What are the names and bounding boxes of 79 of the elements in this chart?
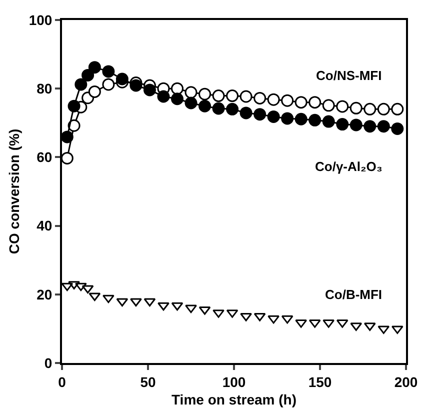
point <box>88 85 101 98</box>
point <box>212 310 224 318</box>
point <box>364 120 376 133</box>
point <box>391 102 404 116</box>
point <box>240 90 252 103</box>
point <box>143 84 156 96</box>
point <box>226 90 239 102</box>
point <box>60 130 74 144</box>
point <box>336 118 349 131</box>
x-tick-label: 200 <box>394 374 418 390</box>
point <box>377 120 390 133</box>
point <box>294 112 308 126</box>
x-axis-title: Time on stream (h) <box>172 392 296 408</box>
point <box>336 100 349 113</box>
point <box>240 313 252 322</box>
x-tick-label: 100 <box>222 374 246 390</box>
point <box>74 78 88 91</box>
point <box>364 102 376 116</box>
point <box>158 302 170 311</box>
point <box>88 61 101 74</box>
point <box>157 90 170 103</box>
point <box>116 72 128 86</box>
point <box>377 102 390 116</box>
point <box>60 152 74 164</box>
point <box>68 100 80 112</box>
point <box>88 292 101 302</box>
y-tick-label: 0 <box>44 354 52 371</box>
text: Co/γ-Al₂O₃ <box>315 159 382 174</box>
point <box>281 112 294 125</box>
point <box>212 90 225 102</box>
point <box>185 304 197 314</box>
x-tick-label: 150 <box>308 374 332 390</box>
point <box>254 92 266 104</box>
point <box>281 315 294 324</box>
point <box>308 114 322 126</box>
point <box>102 294 114 304</box>
point <box>294 96 308 109</box>
series-label: Co/B-MFI <box>325 287 382 302</box>
y-axis-title: CO conversion (%) <box>6 128 22 254</box>
point <box>267 93 280 106</box>
point <box>240 106 252 120</box>
point <box>68 281 80 290</box>
point <box>308 96 322 109</box>
y-tick-label: 60 <box>36 149 52 166</box>
point <box>391 122 404 135</box>
point <box>350 118 362 132</box>
x-tick-label: 50 <box>140 374 156 390</box>
x-tick-label: 0 <box>58 374 66 390</box>
point <box>184 86 198 99</box>
point <box>170 92 184 106</box>
y-tick-label: 100 <box>28 12 52 28</box>
point <box>102 78 115 91</box>
point <box>116 298 128 307</box>
point <box>198 100 212 112</box>
point <box>268 315 280 324</box>
point <box>198 306 211 315</box>
point <box>226 102 239 116</box>
point <box>322 99 335 112</box>
point <box>184 96 198 110</box>
point <box>171 302 184 311</box>
series-label: Co/NS-MFI <box>316 68 382 83</box>
point <box>322 115 335 128</box>
point <box>267 110 280 123</box>
point <box>82 68 94 82</box>
y-tick-label: 40 <box>36 218 52 234</box>
point <box>130 298 142 307</box>
point <box>74 282 87 292</box>
y-tick-label: 20 <box>36 286 52 302</box>
point <box>130 79 142 92</box>
point <box>170 82 184 95</box>
point <box>281 94 294 107</box>
point <box>254 108 266 121</box>
point <box>61 282 74 292</box>
point <box>102 65 115 78</box>
y-tick-label: 80 <box>36 80 52 96</box>
point <box>350 102 362 114</box>
point <box>144 298 156 307</box>
point <box>198 88 212 100</box>
point <box>212 102 225 115</box>
